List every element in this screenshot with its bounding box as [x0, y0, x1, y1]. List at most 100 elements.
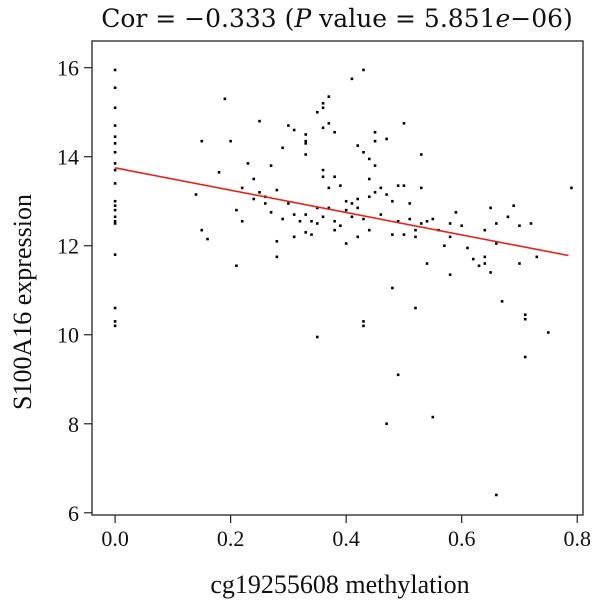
data-point: [235, 208, 238, 212]
data-point: [419, 153, 423, 156]
data-point: [113, 124, 117, 127]
data-point: [373, 164, 377, 167]
data-point: [362, 320, 365, 323]
data-point: [304, 139, 308, 143]
data-point: [489, 206, 492, 210]
data-point: [275, 188, 279, 192]
data-point: [310, 233, 313, 236]
data-point: [350, 77, 354, 81]
data-point: [362, 68, 365, 72]
data-point: [523, 317, 527, 321]
y-tick-label: 14: [57, 145, 79, 170]
data-point: [483, 228, 487, 232]
data-point: [292, 213, 296, 216]
data-point: [367, 195, 371, 199]
data-point: [333, 219, 336, 223]
y-tick-label: 16: [57, 56, 79, 81]
data-point: [113, 150, 117, 154]
data-point: [454, 211, 458, 214]
data-point: [425, 262, 429, 265]
y-axis: 6 8 10 12 14 16: [57, 56, 92, 526]
data-point: [367, 228, 371, 232]
data-point: [483, 262, 487, 265]
data-point: [113, 135, 117, 138]
x-tick-label: 0.2: [217, 526, 245, 551]
data-point: [315, 222, 319, 225]
data-point: [321, 215, 325, 219]
data-point: [315, 110, 319, 114]
chart-title-part: value = 5.851: [311, 4, 495, 33]
data-point: [113, 215, 117, 219]
data-point: [113, 199, 117, 203]
chart-title: Cor = −0.333 (P value = 5.851e−06): [101, 4, 573, 33]
x-tick-label: 0.4: [332, 526, 360, 551]
y-tick-label: 12: [57, 234, 79, 259]
data-point: [304, 231, 308, 234]
data-point: [379, 186, 383, 190]
data-point: [252, 177, 256, 181]
data-point: [252, 197, 256, 201]
x-axis-label: cg19255608 methylation: [210, 570, 469, 599]
data-point: [304, 153, 308, 156]
data-point: [523, 313, 527, 317]
data-point: [356, 206, 360, 210]
data-point: [373, 191, 377, 194]
data-point: [217, 170, 221, 174]
data-point: [344, 199, 348, 203]
data-point: [443, 244, 446, 248]
data-point: [362, 217, 365, 221]
data-point: [391, 286, 394, 290]
data-point: [321, 102, 325, 105]
data-point: [304, 213, 308, 216]
data-point: [333, 228, 336, 232]
data-point: [113, 182, 117, 185]
data-point: [333, 130, 336, 134]
data-point: [287, 202, 290, 205]
data-point: [113, 86, 117, 90]
data-point: [385, 193, 388, 196]
plot-frame: [91, 40, 584, 516]
data-point: [402, 122, 406, 125]
data-point: [512, 204, 515, 207]
data-point: [367, 157, 371, 161]
data-point: [523, 355, 527, 359]
data-point: [477, 264, 481, 268]
data-point: [292, 235, 296, 239]
data-point: [315, 206, 319, 210]
data-point: [495, 493, 498, 497]
data-point: [356, 197, 360, 201]
data-point: [246, 162, 250, 165]
data-point: [391, 233, 394, 236]
y-tick-label: 10: [57, 323, 79, 348]
data-point: [466, 246, 469, 250]
data-point: [275, 239, 279, 243]
data-point: [402, 184, 406, 187]
data-point: [362, 150, 365, 154]
data-point: [333, 175, 336, 179]
data-point: [315, 335, 319, 339]
data-point: [223, 97, 227, 101]
data-point: [362, 324, 365, 328]
points-layer: [113, 68, 573, 497]
data-point: [350, 215, 354, 219]
data-point: [529, 222, 533, 225]
data-point: [396, 219, 400, 223]
data-point: [414, 235, 417, 239]
data-point: [304, 142, 308, 145]
data-point: [367, 177, 371, 181]
data-point: [570, 186, 573, 190]
data-point: [240, 219, 244, 223]
data-point: [275, 255, 279, 259]
y-tick-label: 6: [68, 501, 79, 526]
data-point: [396, 373, 400, 377]
data-point: [396, 184, 400, 187]
data-point: [292, 128, 296, 132]
data-point: [448, 222, 452, 225]
data-point: [113, 306, 117, 310]
data-point: [385, 422, 388, 426]
data-point: [310, 219, 313, 223]
data-point: [385, 137, 388, 141]
data-point: [263, 202, 267, 205]
data-point: [419, 186, 423, 190]
data-point: [258, 119, 261, 123]
